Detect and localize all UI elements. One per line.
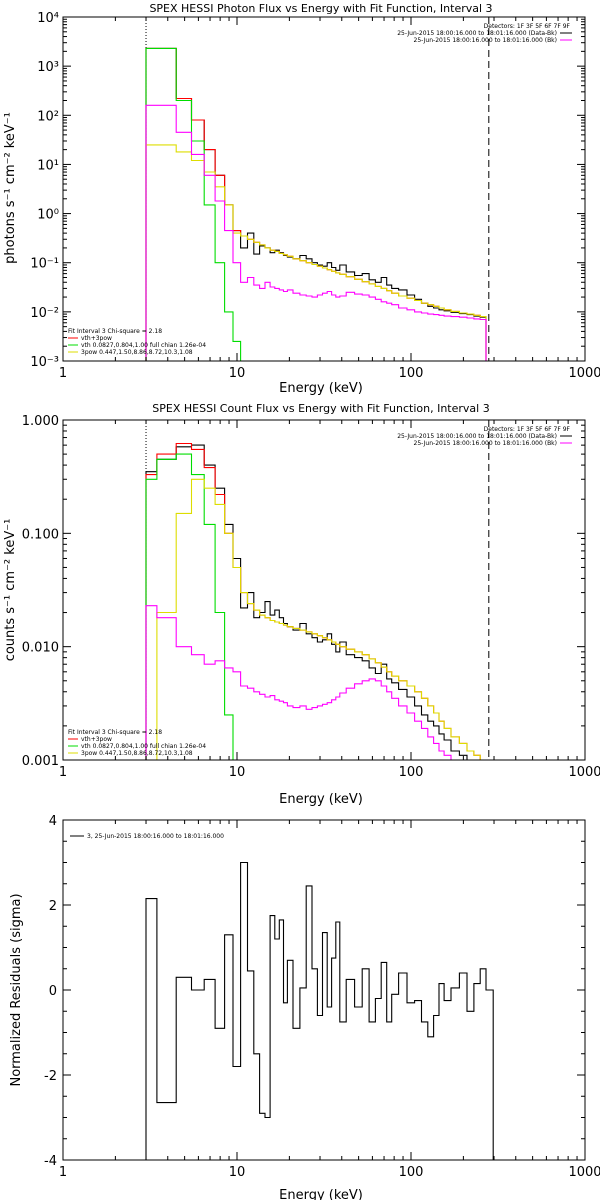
panel2-series-3 [146, 478, 494, 761]
panel-photon-flux: SPEX HESSI Photon Flux vs Energy with Fi… [3, 2, 600, 396]
panel3-x-ticks: 1 10 100 1000 [59, 820, 600, 1180]
panel1-legend-vth3pow: vth+3pow [81, 335, 112, 342]
panel1-xtick-label: 1 [59, 366, 67, 381]
panel1-legend-data-bk: 25-Jun-2015 18:00:16.000 to 18:01:16.000… [397, 30, 557, 37]
panel1-series-0 [145, 47, 494, 362]
panel2-legend-3pow: 3pow 0.447,1.50,8.86,8.72,10.3,1.08 [81, 750, 193, 757]
panel-count-flux: SPEX HESSI Count Flux vs Energy with Fit… [3, 402, 600, 807]
panel1-ytick-label: 10⁴ [37, 11, 59, 26]
panel3-ytick-label: 2 [49, 899, 57, 914]
panel1-series-1 [145, 47, 494, 362]
panel1-ytick-label: 10¹ [37, 158, 59, 173]
panel-residuals: Energy (keV) Normalized Residuals (sigma… [9, 814, 600, 1200]
panel2-title: SPEX HESSI Count Flux vs Energy with Fit… [152, 402, 489, 415]
panel1-x-ticks: 1 10 100 1000 [59, 17, 600, 381]
panel3-ylabel: Normalized Residuals (sigma) [9, 893, 24, 1086]
panel1-ytick-label: 10³ [37, 60, 59, 75]
panel3-xlabel: Energy (keV) [279, 1188, 363, 1200]
panel1-xlabel: Energy (keV) [279, 381, 363, 396]
panel2-ytick-label: 0.001 [22, 754, 59, 769]
panel1-title: SPEX HESSI Photon Flux vs Energy with Fi… [149, 2, 492, 15]
panel2-legend-data-bk: 25-Jun-2015 18:00:16.000 to 18:01:16.000… [397, 433, 557, 440]
panel3-legend-label: 3, 25-Jun-2015 18:00:16.000 to 18:01:16.… [87, 833, 224, 840]
panel2-y-ticks: 0.001 0.010 0.100 1.000 [22, 414, 585, 769]
panel1-series-4 [145, 104, 494, 362]
panel3-frame [62, 819, 586, 1161]
panel2-ytick-label: 0.100 [22, 527, 59, 542]
panel1-ytick-label: 10⁻³ [30, 355, 59, 370]
panel1-plot-area [145, 17, 494, 362]
panel3-xtick-label: 1 [59, 1165, 67, 1180]
panel1-legend-vth: vth 0.0827,0.804,1.00 full chian 1.26e-0… [81, 342, 206, 349]
panel1-legend-fit-interval: Fit Interval 3 Chi-square = 2.18 [68, 328, 162, 335]
panel3-ytick-label: 0 [49, 984, 57, 999]
panel1-legend-3pow: 3pow 0.447,1.50,8.86,8.72,10.3,1.08 [81, 349, 193, 356]
panel2-frame [62, 419, 586, 761]
panel2-series-1 [145, 442, 494, 761]
panel2-legend-detectors: Detectors: 1F 3F 5F 6F 7F 9F [484, 426, 571, 433]
panel2-xtick-label: 1000 [568, 765, 600, 780]
panel1-series-2 [145, 47, 249, 362]
panel2-xtick-label: 100 [399, 765, 424, 780]
panel2-ylabel: counts s⁻¹ cm⁻² keV⁻¹ [3, 519, 18, 662]
panel1-ytick-label: 10⁰ [37, 208, 59, 223]
panel1-frame [62, 16, 586, 362]
panel3-plot-area [145, 861, 494, 1160]
panel2-xtick-label: 1 [59, 765, 67, 780]
panel1-xtick-label: 1000 [568, 366, 600, 381]
panel1-ytick-label: 10⁻² [30, 306, 59, 321]
panel3-ytick-label: 4 [49, 814, 57, 829]
panel1-series-3 [145, 144, 494, 362]
panel2-series-2 [145, 453, 242, 761]
panel1-legend-detectors: Detectors: 1F 3F 5F 6F 7F 9F [484, 23, 571, 30]
panel1-y-ticks: 10⁻³ 10⁻² 10⁻¹ 10⁰ 10¹ 10² 10³ 10⁴ [30, 11, 585, 370]
panel2-series-0 [145, 444, 494, 761]
panel1-xtick-label: 100 [399, 366, 424, 381]
panel2-legend-vth: vth 0.0827,0.804,1.00 full chian 1.26e-0… [81, 743, 206, 750]
panel2-xtick-label: 10 [229, 765, 246, 780]
panel2-ytick-label: 0.010 [22, 641, 59, 656]
panel1-xtick-label: 10 [229, 366, 246, 381]
panel3-xtick-label: 1000 [568, 1165, 600, 1180]
panel1-legend-bk: 25-Jun-2015 18:00:16.000 to 18:01:16.000… [414, 37, 557, 44]
panel3-series-0 [145, 861, 494, 1160]
panel1-ytick-label: 10⁻¹ [30, 257, 59, 272]
panel2-xlabel: Energy (keV) [279, 792, 363, 807]
panel3-xtick-label: 10 [229, 1165, 246, 1180]
panel3-ytick-label: -4 [44, 1154, 57, 1169]
panel1-ytick-label: 10² [37, 109, 59, 124]
panel2-legend-bk: 25-Jun-2015 18:00:16.000 to 18:01:16.000… [414, 440, 557, 447]
panel2-legend-fit-interval: Fit Interval 3 Chi-square = 2.18 [68, 729, 162, 736]
panel2-plot-area [145, 420, 494, 761]
panel3-xtick-label: 100 [399, 1165, 424, 1180]
panel3-ytick-label: -2 [44, 1069, 57, 1084]
panel3-y-ticks: -4 -2 0 2 4 [44, 814, 585, 1169]
panel2-legend-vth3pow: vth+3pow [81, 736, 112, 743]
panel2-x-ticks: 1 10 100 1000 [59, 420, 600, 780]
panel1-ylabel: photons s⁻¹ cm⁻² keV⁻¹ [3, 112, 18, 264]
panel2-ytick-label: 1.000 [22, 414, 59, 429]
panel2-series-4 [145, 605, 494, 761]
